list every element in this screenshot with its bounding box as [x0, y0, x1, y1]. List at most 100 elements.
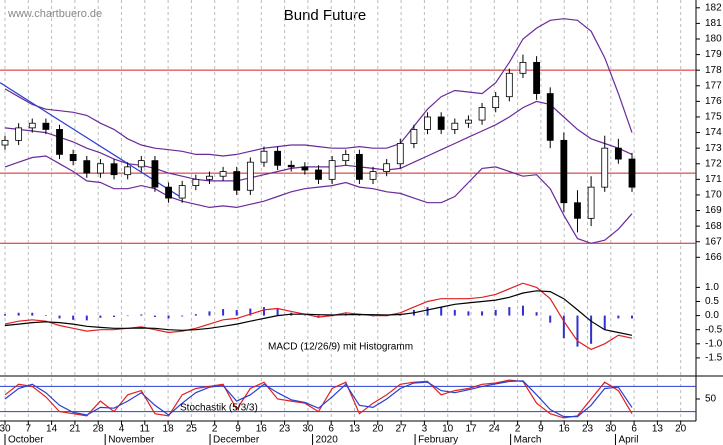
- candle-body: [383, 163, 391, 172]
- x-tick-label: 14: [46, 424, 58, 435]
- x-tick-label: 18: [163, 424, 175, 435]
- candle-body: [328, 160, 336, 180]
- x-tick-label: 7: [26, 424, 32, 435]
- candle-body: [519, 61, 527, 74]
- candle-body: [83, 160, 91, 174]
- candle-body: [451, 122, 459, 130]
- x-tick-label: 21: [69, 424, 81, 435]
- histogram-bar: [276, 308, 279, 316]
- histogram-bar: [494, 309, 497, 316]
- month-label: November: [108, 435, 155, 445]
- x-tick-label: 9: [538, 424, 544, 435]
- histogram-bar: [167, 315, 170, 319]
- x-tick-label: 10: [442, 424, 454, 435]
- candle-body: [315, 169, 322, 180]
- histogram-bar: [358, 315, 361, 316]
- histogram-bar: [617, 315, 620, 319]
- y-tick-label: 169: [705, 205, 722, 216]
- bollinger-band: [4, 155, 633, 244]
- y-tick-label: 181: [705, 18, 722, 29]
- candle-body: [42, 122, 50, 130]
- histogram-bar: [508, 307, 511, 316]
- candle-body: [614, 147, 622, 160]
- histogram-bar: [31, 312, 34, 316]
- y-tick-label: 172: [705, 158, 722, 169]
- histogram-bar: [181, 315, 184, 317]
- candle-body: [437, 116, 445, 130]
- candle-body: [505, 72, 513, 98]
- histogram-bar: [140, 314, 143, 316]
- candle-body: [151, 160, 159, 188]
- histogram-bar: [535, 312, 538, 316]
- candle-body: [233, 171, 241, 191]
- panel-label: MACD (12/26/9) mit Histogramm: [268, 342, 413, 353]
- histogram-bar: [17, 312, 20, 316]
- candle-body: [465, 119, 472, 124]
- histogram-bar: [113, 315, 116, 317]
- candle-body: [560, 139, 568, 204]
- x-tick-label: 11: [140, 424, 151, 435]
- candle-body: [206, 175, 213, 180]
- candle-body: [219, 171, 227, 177]
- candle-body: [587, 186, 595, 219]
- histogram-bar: [99, 315, 102, 318]
- histogram-bar: [562, 315, 565, 339]
- candle-body: [110, 163, 118, 176]
- y-tick-label: 50: [705, 394, 717, 405]
- x-tick-label: 20: [372, 424, 384, 435]
- candle-body: [15, 127, 23, 141]
- candle-body: [492, 96, 500, 109]
- candle-body: [97, 163, 104, 174]
- candle-body: [260, 150, 268, 163]
- candle-body: [192, 178, 200, 186]
- x-tick-label: 6: [328, 424, 334, 435]
- month-label: March: [514, 435, 542, 445]
- histogram-bar: [249, 308, 252, 316]
- y-tick-label: 174: [705, 127, 722, 138]
- candle-body: [342, 153, 350, 162]
- x-tick-label: 2: [212, 424, 218, 435]
- x-tick-label: 17: [465, 424, 477, 435]
- histogram-bar: [44, 315, 47, 316]
- candle-body: [124, 166, 132, 176]
- candle-body: [28, 122, 36, 129]
- x-tick-label: 24: [489, 424, 501, 435]
- month-label: October: [8, 435, 44, 445]
- histogram-bar: [576, 315, 579, 347]
- candle-body: [137, 160, 145, 168]
- stochastic-line: [4, 379, 633, 419]
- month-label: February: [418, 435, 458, 445]
- y-tick-label: 175: [705, 112, 722, 123]
- candle-body: [478, 107, 486, 121]
- x-tick-label: 30: [0, 424, 11, 435]
- month-label: 2020: [316, 435, 339, 445]
- candle-body: [601, 147, 609, 188]
- month-label: December: [213, 435, 260, 445]
- histogram-bar: [590, 315, 593, 344]
- y-tick-label: -1.0: [705, 338, 723, 349]
- histogram-bar: [603, 315, 606, 330]
- histogram-bar: [467, 311, 470, 316]
- y-tick-label: -0.5: [705, 324, 723, 335]
- x-tick-label: 30: [605, 424, 617, 435]
- histogram-bar: [222, 309, 225, 316]
- month-label: April: [618, 435, 638, 445]
- x-tick-label: 13: [652, 424, 664, 435]
- candle-body: [246, 161, 254, 191]
- histogram-bar: [262, 307, 265, 316]
- y-tick-label: 180: [705, 34, 722, 45]
- x-tick-label: 28: [93, 424, 105, 435]
- histogram-bar: [194, 314, 197, 316]
- y-tick-label: 177: [705, 80, 722, 91]
- histogram-bar: [549, 315, 552, 323]
- histogram-bar: [208, 311, 211, 316]
- candle-body: [533, 61, 540, 94]
- y-tick-label: 1.0: [705, 282, 719, 293]
- x-tick-label: 16: [559, 424, 571, 435]
- y-tick-label: -1.5: [705, 353, 723, 364]
- source-label: www.chartbuero.de: [7, 8, 102, 20]
- histogram-bar: [126, 315, 129, 317]
- bollinger-band: [4, 18, 633, 157]
- x-tick-label: 27: [396, 424, 408, 435]
